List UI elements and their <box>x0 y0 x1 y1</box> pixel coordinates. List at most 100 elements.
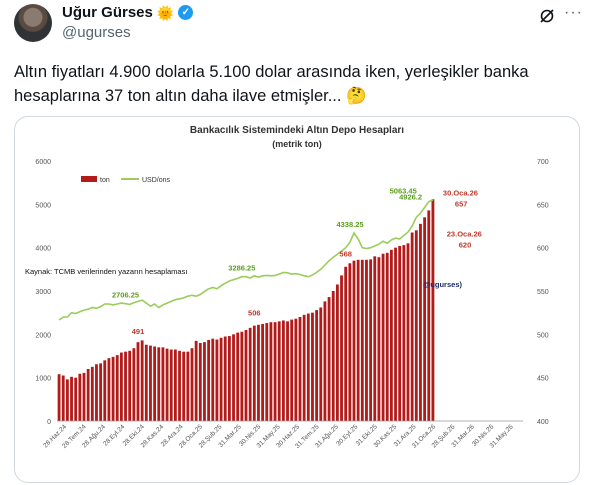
bar <box>277 321 281 421</box>
bar <box>281 320 285 421</box>
bar <box>306 313 310 421</box>
annotation-label: 23.Oca.26 <box>447 229 482 238</box>
y-right-tick-label: 400 <box>537 419 549 426</box>
y-right-tick-label: 700 <box>537 159 549 166</box>
bar <box>173 349 177 421</box>
usd-ons-line <box>58 199 434 321</box>
bar <box>190 348 194 421</box>
bar <box>157 347 161 421</box>
bar <box>132 348 136 421</box>
annotation-label: 568 <box>339 250 352 259</box>
bar <box>215 339 219 421</box>
bar <box>431 199 435 421</box>
bar <box>257 324 260 421</box>
more-icon[interactable]: ··· <box>564 4 583 21</box>
bar <box>377 257 381 421</box>
annotation-label: 2706.25 <box>112 291 139 300</box>
annotation-label: 4338.25 <box>336 220 363 229</box>
bar <box>99 363 103 421</box>
bar <box>356 259 360 421</box>
bar <box>298 317 302 421</box>
verified-badge-icon[interactable]: ✓ <box>178 5 194 20</box>
bar <box>340 275 343 421</box>
bar <box>140 340 144 421</box>
bar <box>373 256 377 421</box>
annotation-label: 3286.25 <box>228 264 255 273</box>
y-left-tick-label: 0 <box>47 419 51 426</box>
bar <box>389 249 393 421</box>
bar <box>82 372 86 421</box>
bar <box>149 345 152 421</box>
bar <box>290 319 294 421</box>
bar <box>360 259 364 421</box>
bar <box>335 284 339 421</box>
bar <box>136 342 140 421</box>
bar <box>74 377 78 421</box>
bar <box>244 330 248 421</box>
bar <box>165 348 169 421</box>
legend-swatch-ton <box>81 176 97 182</box>
y-left-tick-label: 2000 <box>35 332 51 339</box>
bar <box>203 342 206 421</box>
bar <box>161 347 165 421</box>
bar <box>70 376 73 421</box>
bar <box>315 310 319 421</box>
annotation-label: 506 <box>248 309 261 318</box>
bar <box>194 340 198 421</box>
bar <box>207 339 211 421</box>
bar <box>124 351 127 421</box>
bar <box>182 351 186 421</box>
grok-icon[interactable] <box>539 8 555 24</box>
bar <box>323 301 327 421</box>
author-name[interactable]: Uğur Gürses <box>62 4 153 21</box>
y-right-tick-label: 600 <box>537 246 549 253</box>
bar <box>248 327 252 421</box>
bar <box>294 318 298 421</box>
annotation-label: 4926.2 <box>399 193 422 202</box>
bar <box>144 344 148 421</box>
bar <box>265 323 269 421</box>
bar <box>423 217 427 421</box>
bar <box>398 245 402 421</box>
bar <box>86 369 90 421</box>
bar <box>115 355 119 421</box>
bar <box>365 259 368 421</box>
bar <box>273 322 277 421</box>
post-media[interactable]: Bankacılık Sistemindeki Altın Depo Hesap… <box>14 116 580 483</box>
chart-subtitle: (metrik ton) <box>272 139 322 149</box>
legend-label-ton: ton <box>100 177 110 184</box>
chart-note: Kaynak: TCMB verilerinden yazarın hesapl… <box>25 267 187 276</box>
bar <box>223 336 227 421</box>
annotation-label: 30.Oca.26 <box>443 188 478 197</box>
bar <box>111 356 115 421</box>
bar <box>286 321 289 421</box>
bar <box>352 260 356 421</box>
bar <box>261 323 265 421</box>
bar <box>198 343 202 421</box>
author-handle[interactable]: @ugurses <box>62 24 131 41</box>
bar <box>385 252 389 421</box>
y-left-tick-label: 5000 <box>35 202 51 209</box>
bar <box>78 373 82 421</box>
bar <box>240 331 244 421</box>
annotation-label: 491 <box>132 327 145 336</box>
bar <box>107 358 111 421</box>
bar <box>153 346 157 421</box>
bar <box>381 253 385 421</box>
bar <box>311 312 314 421</box>
bar <box>327 297 331 421</box>
bar <box>236 332 240 421</box>
bar <box>227 336 231 421</box>
thinking-emoji-icon: 🤔 <box>346 87 367 105</box>
annotation-label: 620 <box>459 240 472 249</box>
y-left-tick-label: 6000 <box>35 159 51 166</box>
y-left-tick-label: 3000 <box>35 289 51 296</box>
y-right-tick-label: 650 <box>537 202 549 209</box>
bar <box>406 243 410 421</box>
bar <box>331 291 335 421</box>
bar <box>90 366 94 421</box>
y-right-tick-label: 450 <box>537 376 549 383</box>
avatar[interactable] <box>14 4 52 42</box>
legend-label-usd: USD/ons <box>142 177 171 184</box>
bar <box>186 351 190 421</box>
